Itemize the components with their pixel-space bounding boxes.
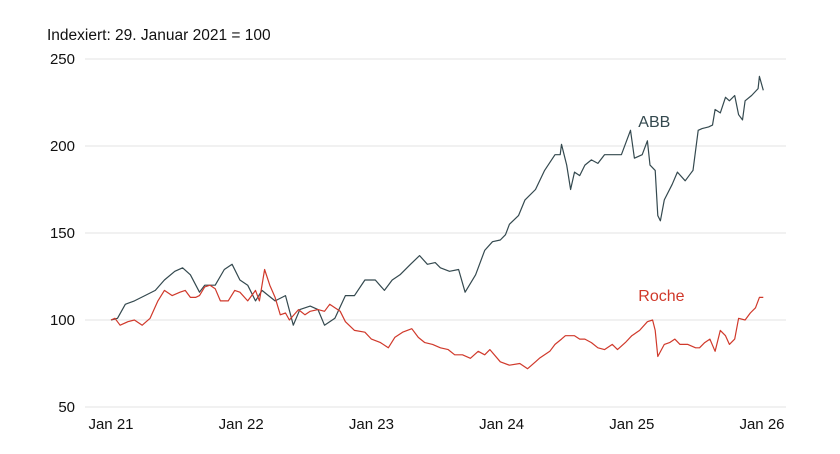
y-tick-label: 50	[58, 399, 75, 416]
series-lines	[110, 75, 764, 370]
gridlines	[85, 58, 786, 408]
x-tick-label: Jan 25	[609, 416, 654, 433]
x-tick-label: Jan 26	[739, 416, 784, 433]
y-tick-label: 150	[50, 225, 75, 242]
x-tick-label: Jan 24	[479, 416, 524, 433]
y-tick-label: 250	[50, 51, 75, 68]
series-label-roche: Roche	[638, 288, 684, 305]
series-labels: ABB Roche	[638, 114, 684, 305]
series-line-abb	[110, 75, 764, 326]
x-tick-label: Jan 22	[219, 416, 264, 433]
series-line-roche	[110, 268, 764, 370]
y-tick-label: 200	[50, 138, 75, 155]
chart-title: Indexiert: 29. Januar 2021 = 100	[47, 27, 271, 44]
x-tick-label: Jan 21	[88, 416, 133, 433]
x-axis: Jan 21 Jan 22 Jan 23 Jan 24 Jan 25 Jan 26	[88, 416, 784, 433]
series-label-abb: ABB	[638, 114, 670, 131]
x-tick-label: Jan 23	[349, 416, 394, 433]
y-tick-label: 100	[50, 312, 75, 329]
y-axis: 50 100 150 200 250	[50, 51, 75, 416]
